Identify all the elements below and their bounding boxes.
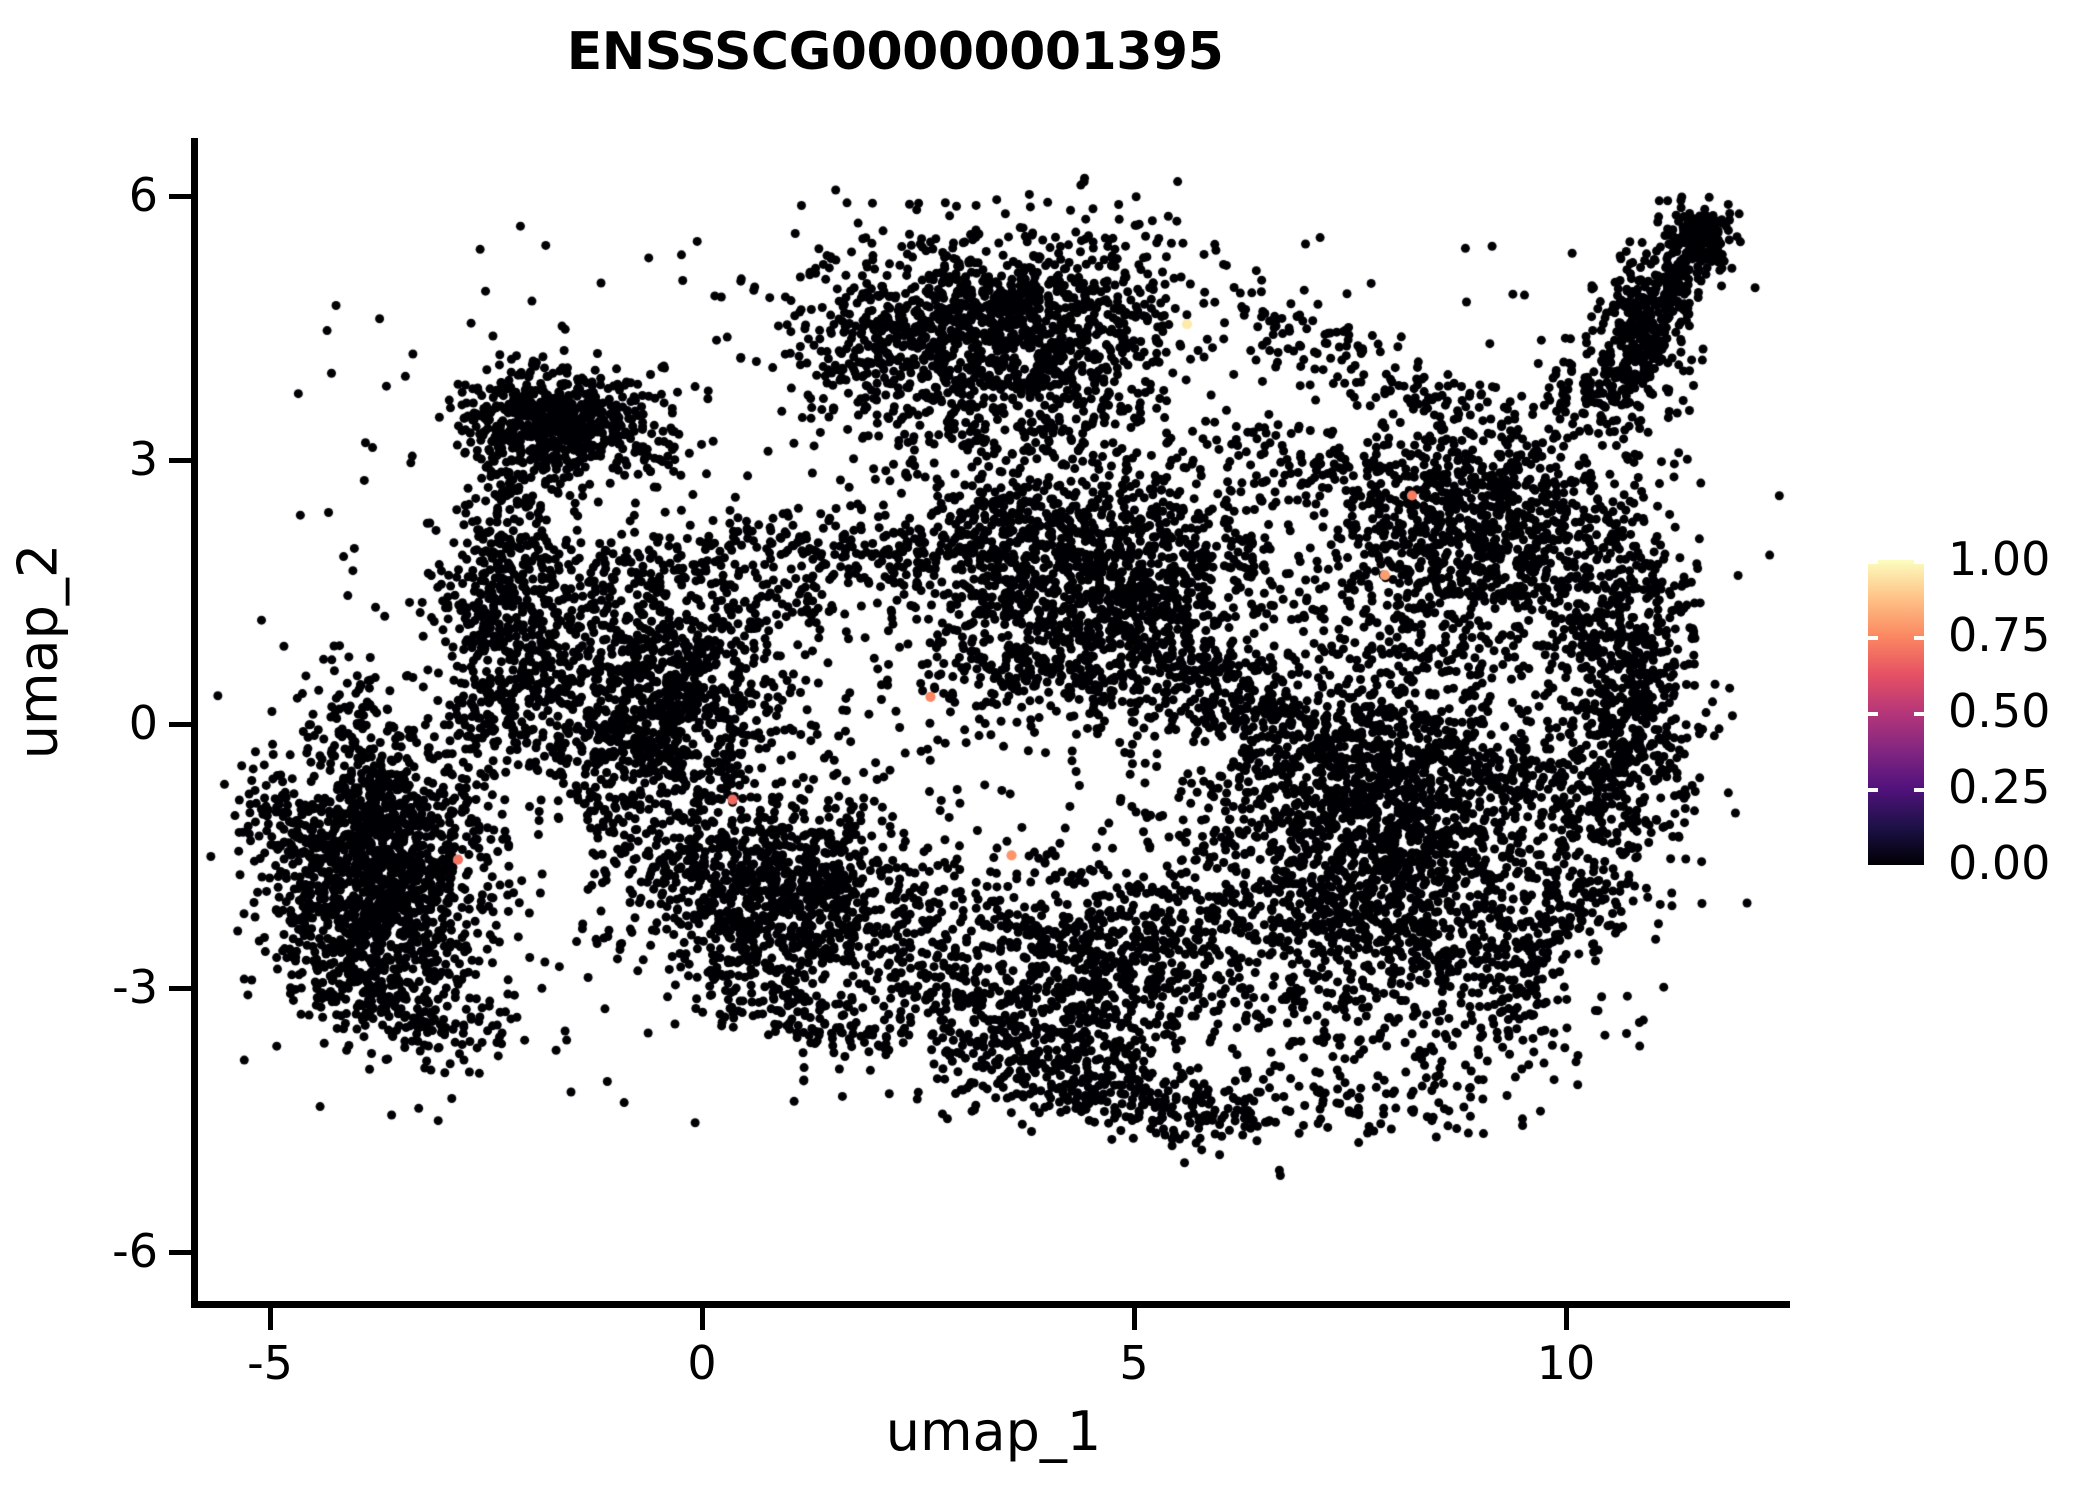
y-tick-label-m3: -3 — [112, 960, 158, 1014]
x-axis-line — [191, 1301, 1790, 1308]
colorbar-label-000: 0.00 — [1948, 836, 2051, 890]
colorbar-gradient — [1868, 560, 1924, 865]
x-tick-0 — [700, 1308, 705, 1330]
x-tick-10 — [1564, 1308, 1569, 1330]
scatter-canvas — [197, 140, 1790, 1305]
y-tick-label-0: 0 — [128, 696, 158, 750]
y-tick-m6 — [169, 1250, 191, 1255]
colorbar-label-075: 0.75 — [1948, 608, 2051, 662]
y-tick-label-3: 3 — [128, 432, 158, 486]
y-tick-3 — [169, 458, 191, 463]
colorbar-label-025: 0.25 — [1948, 760, 2051, 814]
y-tick-0 — [169, 722, 191, 727]
x-tick-5 — [1132, 1308, 1137, 1330]
x-tick-m5 — [268, 1308, 273, 1330]
colorbar-label-050: 0.50 — [1948, 684, 2051, 738]
x-axis-title: umap_1 — [885, 1400, 1102, 1463]
y-tick-label-m6: -6 — [112, 1224, 158, 1278]
colorbar-tick-1-right — [1914, 560, 1924, 564]
colorbar-label-100: 1.00 — [1948, 532, 2051, 586]
x-tick-label-m5: -5 — [247, 1336, 293, 1390]
colorbar-tick-1-left — [1868, 560, 1878, 564]
x-tick-label-10: 10 — [1536, 1336, 1596, 1390]
colorbar-tick-025-left — [1868, 788, 1878, 792]
x-tick-label-0: 0 — [687, 1336, 717, 1390]
plot-area — [197, 140, 1790, 1305]
page-title: ENSSSCG00000001395 — [566, 22, 1224, 82]
y-tick-6 — [169, 194, 191, 199]
y-axis-line — [191, 138, 198, 1308]
colorbar-tick-050-left — [1868, 712, 1878, 716]
x-tick-label-5: 5 — [1119, 1336, 1149, 1390]
y-axis-title: umap_2 — [6, 543, 70, 760]
colorbar-tick-075-right — [1914, 636, 1924, 640]
colorbar-tick-075-left — [1868, 636, 1878, 640]
colorbar-tick-050-right — [1914, 712, 1924, 716]
y-tick-m3 — [169, 986, 191, 991]
colorbar-tick-025-right — [1914, 788, 1924, 792]
y-tick-label-6: 6 — [128, 168, 158, 222]
